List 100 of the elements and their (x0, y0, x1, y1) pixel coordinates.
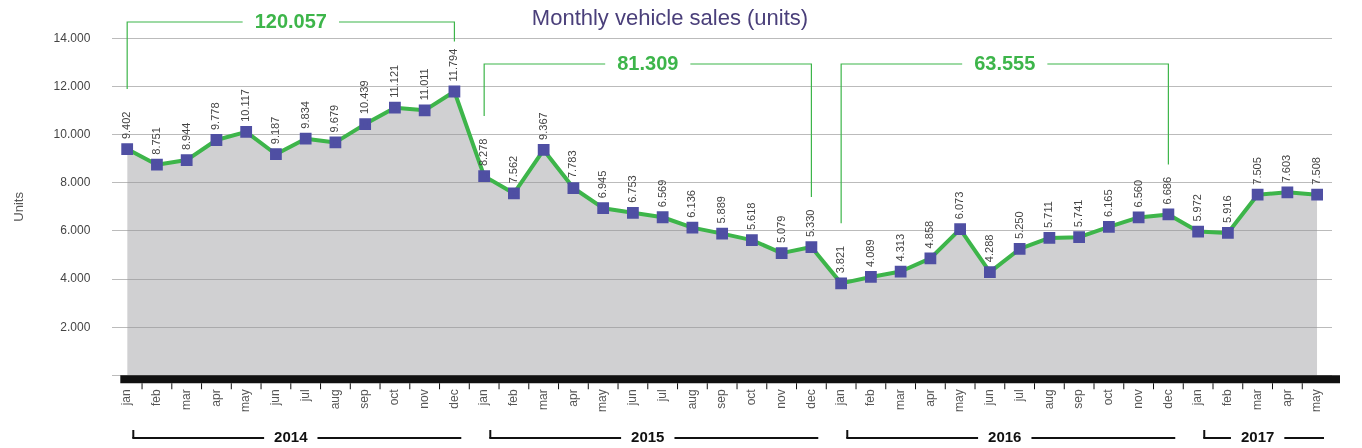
x-tick-label: feb (1220, 389, 1235, 407)
data-label: 6.165 (1101, 189, 1114, 217)
annotation: 63.555 (974, 51, 1036, 74)
point (329, 136, 342, 149)
x-tick-label: nov (773, 389, 788, 409)
point (1013, 243, 1026, 255)
data-label: 11.121 (387, 64, 400, 98)
point (418, 104, 431, 117)
point (359, 118, 372, 130)
data-label: 7.508 (1310, 157, 1323, 185)
data-label: 4.313 (893, 234, 906, 262)
data-label: 6.560 (1131, 179, 1144, 208)
data-label: 8.751 (149, 127, 162, 155)
point (1221, 227, 1234, 239)
data-label: 6.945 (596, 170, 609, 199)
point (1311, 188, 1324, 201)
point (954, 223, 967, 236)
point (1281, 186, 1294, 199)
x-tick-label: jan (833, 389, 848, 407)
point (508, 187, 520, 200)
data-label: 6.569 (655, 179, 668, 208)
y-tick-label: 12.000 (53, 78, 91, 93)
text: 2016 (988, 428, 1022, 446)
chart-title: Monthly vehicle sales (units) (531, 5, 809, 31)
point (180, 154, 193, 166)
x-tick-label: jun (625, 389, 640, 407)
point (1043, 232, 1056, 244)
x-tick-label: mar (1249, 389, 1264, 410)
annotation: 81.309 (617, 51, 679, 74)
data-label: 4.089 (863, 239, 876, 267)
point (1192, 225, 1205, 238)
x-tick-label: oct (387, 388, 402, 406)
x-tick-label: sep (357, 389, 372, 409)
point (299, 132, 312, 145)
point (746, 234, 758, 247)
x-tick-label: mar (892, 389, 907, 410)
text: 2014 (274, 428, 309, 446)
point (448, 85, 461, 98)
data-label: 5.916 (1220, 195, 1233, 223)
text: 2015 (631, 428, 665, 446)
point (775, 247, 788, 259)
x-tick-label: nov (1130, 389, 1145, 409)
x-tick-label: apr (208, 389, 223, 407)
point (627, 206, 639, 219)
point (1103, 221, 1115, 233)
x-tick-label: may (595, 389, 610, 412)
point (478, 170, 491, 182)
point (865, 271, 877, 283)
data-label: 9.679 (328, 104, 341, 133)
data-label: 9.834 (298, 101, 311, 129)
x-tick-label: sep (1071, 389, 1086, 409)
data-label: 6.136 (685, 190, 698, 218)
x-tick-label: jul (1011, 389, 1026, 403)
text: 2017 (1240, 428, 1275, 446)
x-tick-label: jan (119, 389, 134, 407)
data-label: 6.073 (953, 191, 966, 220)
point (716, 227, 729, 240)
y-tick-label: 10.000 (53, 126, 91, 141)
point (924, 252, 937, 265)
data-label: 7.562 (506, 155, 519, 184)
x-tick-label: nov (416, 389, 431, 409)
point (597, 202, 610, 215)
x-tick-label: apr (922, 389, 937, 407)
data-label: 8.944 (179, 122, 192, 151)
data-label: 9.402 (120, 111, 133, 140)
point (656, 211, 669, 224)
x-tick-label: jan (476, 389, 491, 407)
data-label: 9.367 (536, 112, 549, 140)
x-tick-label: aug (1041, 389, 1056, 410)
point (121, 143, 134, 155)
data-label: 5.079 (774, 215, 787, 244)
data-label: 7.603 (1280, 154, 1293, 183)
data-label: 5.330 (804, 209, 817, 238)
data-label: 5.972 (1191, 194, 1204, 222)
x-tick-label: apr (565, 389, 580, 407)
data-label: 9.187 (268, 116, 281, 145)
data-label: 6.753 (625, 175, 638, 203)
data-label: 8.278 (477, 138, 490, 167)
data-label: 5.889 (715, 196, 728, 224)
point (567, 182, 580, 194)
data-label: 11.011 (417, 68, 430, 101)
point (270, 148, 282, 161)
point (686, 221, 699, 234)
x-tick-label: aug (327, 389, 342, 410)
x-tick-label: may (1309, 389, 1324, 412)
x-tick-label: apr (1279, 389, 1294, 407)
x-tick-label: feb (863, 389, 878, 407)
y-tick-label: 6.000 (60, 223, 91, 238)
x-tick-label: feb (149, 389, 164, 407)
point (984, 266, 996, 279)
point (389, 101, 401, 114)
text: 120.057 (254, 9, 327, 32)
point (894, 265, 907, 278)
x-tick-label: may (238, 389, 253, 412)
x-tick-label: jul (297, 389, 312, 403)
x-tick-label: jun (268, 389, 283, 407)
data-label: 6.686 (1161, 176, 1174, 205)
point (240, 125, 253, 138)
y-axis-title: Units (11, 191, 27, 222)
x-tick-label: dec (446, 389, 461, 409)
